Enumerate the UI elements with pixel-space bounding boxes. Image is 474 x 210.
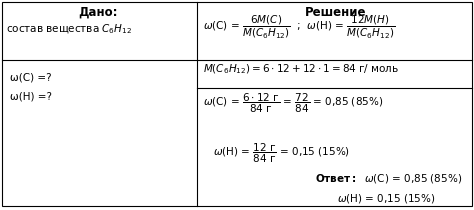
Text: $\mathbf{Ответ:}$  $\omega$(C) = 0,85 (85%): $\mathbf{Ответ:}$ $\omega$(C) = 0,85 (85… — [315, 172, 463, 185]
Text: ω(C) =?: ω(C) =? — [10, 72, 52, 82]
Text: $\omega$(H) = 0,15 (15%): $\omega$(H) = 0,15 (15%) — [337, 192, 436, 205]
Text: $\omega$(C) = $\dfrac{6 \cdot 12 \text{ г}}{84 \text{ г}}$ = $\dfrac{72}{84}$ = : $\omega$(C) = $\dfrac{6 \cdot 12 \text{ … — [203, 92, 383, 115]
Text: ω(H) =?: ω(H) =? — [10, 92, 52, 102]
Text: Дано:: Дано: — [79, 6, 118, 19]
Text: $M(C_6H_{12}) = 6 \cdot 12 + 12 \cdot 1 = 84$ г/ моль: $M(C_6H_{12}) = 6 \cdot 12 + 12 \cdot 1 … — [203, 62, 399, 76]
Text: Решение: Решение — [305, 6, 366, 19]
Text: $\omega$(H) = $\dfrac{12 \text{ г}}{84 \text{ г}}$ = 0,15 (15%): $\omega$(H) = $\dfrac{12 \text{ г}}{84 \… — [213, 142, 350, 165]
Text: $\omega$(C) = $\dfrac{6M(C)}{M(C_6H_{12})}$  ;  $\omega$(H) = $\dfrac{12M(H)}{M(: $\omega$(C) = $\dfrac{6M(C)}{M(C_6H_{12}… — [203, 13, 395, 40]
Text: состав вещества $C_6H_{12}$: состав вещества $C_6H_{12}$ — [6, 22, 132, 36]
